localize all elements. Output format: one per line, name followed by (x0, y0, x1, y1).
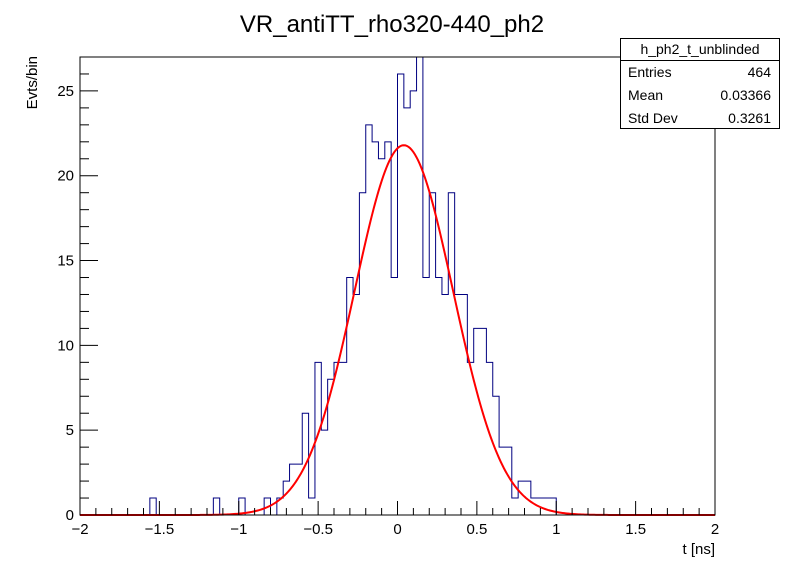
stats-std-value: 0.3261 (728, 110, 771, 126)
x-tick-label: 2 (711, 521, 719, 538)
stats-mean-value: 0.03366 (720, 87, 771, 103)
y-axis-label: Evts/bin (24, 56, 41, 109)
stats-entries-value: 464 (747, 64, 771, 80)
x-axis-label: t [ns] (682, 541, 715, 558)
stats-std-label: Std Dev (628, 110, 678, 126)
y-tick-label: 0 (66, 507, 74, 524)
chart-title: VR_antiTT_rho320-440_ph2 (240, 11, 544, 38)
y-tick-label: 25 (57, 83, 74, 100)
x-tick-label: −1.5 (145, 521, 175, 538)
x-tick-label: −2 (71, 521, 88, 538)
x-tick-label: 1.5 (625, 521, 646, 538)
x-tick-label: 0.5 (466, 521, 487, 538)
stats-box: h_ph2_t_unblinded Entries 464 Mean 0.033… (620, 38, 780, 129)
stats-row-entries: Entries 464 (621, 61, 779, 84)
stats-mean-label: Mean (628, 87, 664, 103)
x-tick-label: 0 (393, 521, 401, 538)
stats-title: h_ph2_t_unblinded (621, 39, 779, 61)
y-tick-label: 20 (57, 168, 74, 185)
stats-row-stddev: Std Dev 0.3261 (621, 107, 779, 130)
stats-row-mean: Mean 0.03366 (621, 84, 779, 107)
x-tick-label: 1 (552, 521, 560, 538)
y-tick-label: 15 (57, 253, 74, 270)
y-tick-label: 5 (66, 422, 74, 439)
x-tick-label: −0.5 (303, 521, 333, 538)
stats-entries-label: Entries (628, 64, 672, 80)
y-tick-label: 10 (57, 337, 74, 354)
x-tick-label: −1 (230, 521, 247, 538)
